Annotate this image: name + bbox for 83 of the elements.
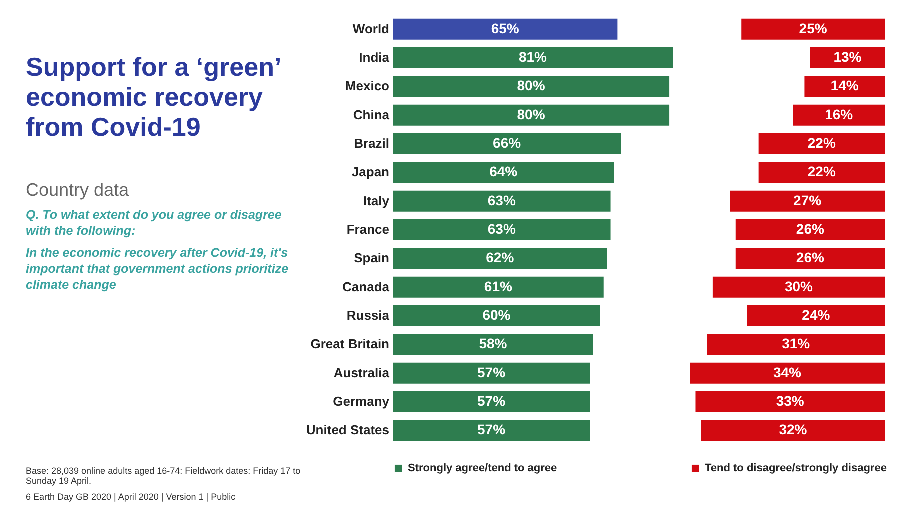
bar <box>393 420 590 442</box>
bar <box>393 134 622 154</box>
data-label: 61% <box>484 278 513 294</box>
data-label: 33% <box>776 393 805 409</box>
data-label: 57% <box>478 364 506 380</box>
data-label: 32% <box>779 422 808 438</box>
data-label: 63% <box>488 192 516 208</box>
text: Support for a ‘green’ economic recovery from Covid-19 <box>26 52 282 142</box>
bar <box>758 162 885 184</box>
bar <box>690 362 885 384</box>
data-label: 14% <box>830 78 860 94</box>
bar <box>393 190 611 212</box>
y-tick-label: India <box>359 50 390 65</box>
y-tick-label: China <box>353 107 390 122</box>
data-label: 24% <box>802 307 831 323</box>
bar <box>393 18 618 40</box>
bar <box>742 18 885 40</box>
data-label: 58% <box>479 336 508 352</box>
bar <box>712 276 885 298</box>
data-label: 27% <box>794 192 822 208</box>
bar <box>393 392 590 412</box>
y-tick-label: Spain <box>354 250 390 266</box>
bar <box>393 362 590 384</box>
bar <box>393 248 608 270</box>
bar <box>393 76 670 98</box>
bar <box>393 104 670 126</box>
y-tick-label: Mexico <box>345 78 390 94</box>
bar <box>393 276 604 298</box>
bar <box>696 392 885 412</box>
bar <box>810 48 885 68</box>
y-tick-label: France <box>346 222 390 237</box>
bar <box>730 190 885 212</box>
y-tick-label: Italy <box>363 193 390 208</box>
bar <box>736 248 885 270</box>
data-label: 80% <box>517 106 546 122</box>
data-label: 63% <box>488 221 516 237</box>
data-label: 66% <box>493 135 522 151</box>
legend-label: Tend to disagree/strongly disagree <box>705 462 887 474</box>
text: Q. To what extent do you agree or disagree with the following: <box>26 207 283 239</box>
data-label: 65% <box>491 20 520 36</box>
bar <box>701 420 885 442</box>
data-label: 62% <box>486 250 515 266</box>
bar <box>736 220 885 240</box>
bar <box>793 104 885 126</box>
text: 6 Earth Day GB 2020 | April 2020 | Version 1 | Public <box>26 492 237 502</box>
y-tick-label: Russia <box>346 308 390 323</box>
data-label: 26% <box>796 250 825 266</box>
legend-label: Strongly agree/tend to agree <box>408 462 558 474</box>
bar <box>393 306 600 326</box>
y-tick-label: World <box>352 21 390 36</box>
data-label: 80% <box>517 78 546 94</box>
text: Country data <box>26 180 130 201</box>
bar <box>707 334 885 356</box>
y-tick-label: Great Britain <box>310 336 390 352</box>
data-label: 16% <box>825 106 854 122</box>
data-label: 22% <box>808 135 836 151</box>
y-tick-label: Australia <box>334 365 390 380</box>
y-tick-label: United States <box>306 422 390 438</box>
text: Base: 28,039 online adults aged 16-74: Fieldwork dates: Friday 17 to Sunday 19 April. <box>26 466 302 486</box>
bar <box>804 76 885 98</box>
y-tick-label: Canada <box>342 279 390 294</box>
y-tick-label: Japan <box>352 164 390 180</box>
bar <box>393 220 611 240</box>
data-label: 22% <box>808 164 836 180</box>
data-label: 60% <box>482 307 512 323</box>
bar <box>758 134 885 154</box>
data-label: 57% <box>478 393 506 409</box>
bar <box>747 306 885 326</box>
data-label: 81% <box>518 49 548 65</box>
bar <box>393 162 614 184</box>
y-tick-label: Germany <box>333 394 390 409</box>
data-label: 26% <box>796 221 825 237</box>
data-label: 31% <box>782 336 811 352</box>
bar <box>393 48 673 68</box>
data-label: 57% <box>478 422 506 438</box>
data-label: 25% <box>799 20 828 36</box>
bar <box>393 334 594 356</box>
data-label: 30% <box>784 278 814 294</box>
text: In the economic recovery after Covid-19, it's important that government actions prioritize climate change <box>26 245 290 293</box>
data-label: 64% <box>490 164 518 180</box>
data-label: 13% <box>834 49 862 65</box>
y-tick-label: Brazil <box>354 136 390 151</box>
data-label: 34% <box>773 364 802 380</box>
